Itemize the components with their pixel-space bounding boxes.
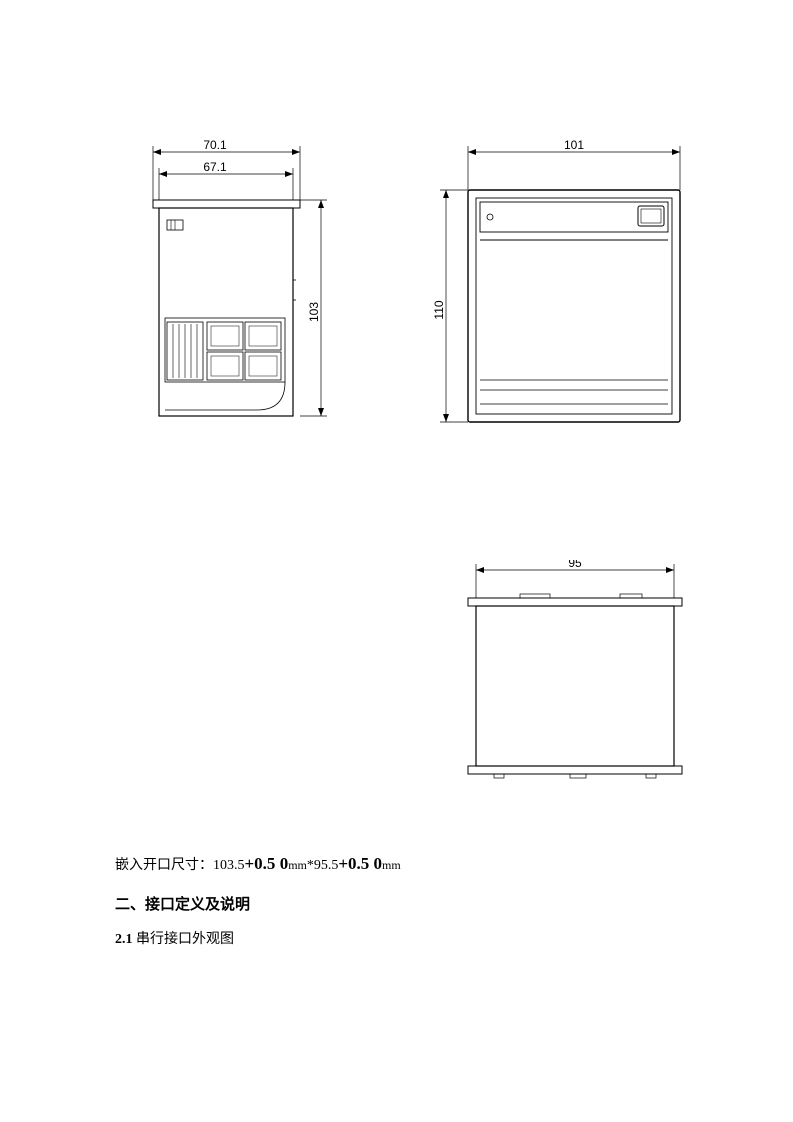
subsection-2-1: 2.1 串行接口外观图 [115, 928, 234, 948]
dim-label-front-height: 110 [432, 300, 446, 319]
note-unit1: mm [288, 858, 307, 872]
dim-label-inner-width: 67.1 [203, 160, 227, 174]
dim-front-width: 101 [468, 140, 680, 190]
dim-width-inner: 67.1 [159, 160, 293, 200]
dim-label-front-width: 101 [564, 140, 584, 152]
note-prefix: 嵌入开口尺寸： [115, 858, 213, 873]
note-tol1a: +0.5 [245, 854, 276, 873]
subsection-num: 2.1 [115, 932, 133, 947]
connector-block [165, 318, 285, 382]
dim-height: 103 [300, 200, 327, 416]
section-heading: 二、接口定义及说明 [115, 893, 250, 914]
dim-label-height: 103 [307, 302, 321, 322]
note-unit2: mm [382, 858, 401, 872]
note-sep: * [307, 858, 314, 873]
subsection-text: 串行接口外观图 [133, 932, 235, 947]
dim-front-height: 110 [432, 190, 468, 422]
drawing-back-view: 70.1 67.1 [115, 140, 355, 440]
note-v1: 103.5 [213, 858, 245, 873]
dim-label-outer-width: 70.1 [203, 140, 227, 152]
note-tol1b: 0 [275, 854, 288, 873]
note-tol2b: 0 [369, 854, 382, 873]
cutout-dimension-note: 嵌入开口尺寸：103.5+0.5 0mm*95.5+0.5 0mm [115, 854, 401, 874]
dim-label-bottom-width: 95 [568, 560, 582, 570]
note-tol2a: +0.5 [338, 854, 369, 873]
note-v2: 95.5 [314, 858, 339, 873]
drawing-front-view: 101 110 [430, 140, 710, 440]
drawing-bottom-view: 95 [450, 560, 700, 790]
dim-bottom-width: 95 [476, 560, 674, 598]
